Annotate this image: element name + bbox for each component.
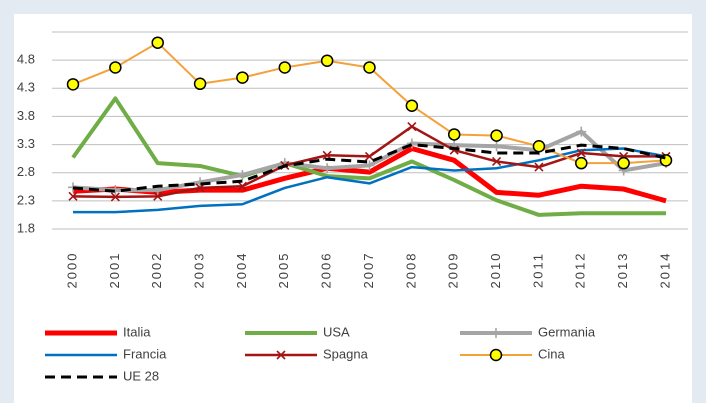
series-line	[73, 147, 667, 214]
legend-label: Germania	[538, 324, 596, 339]
x-tick-label: 2003	[192, 252, 207, 289]
y-tick-label: 1.8	[17, 220, 35, 235]
legend-label: Cina	[538, 346, 566, 361]
legend-label: USA	[323, 324, 350, 339]
x-tick-label: 2013	[615, 252, 630, 289]
point-marker	[534, 162, 544, 172]
x-tick-label: 2014	[657, 252, 672, 289]
point-marker	[406, 138, 417, 149]
point-marker	[236, 71, 249, 84]
x-tick-label: 2012	[573, 252, 588, 289]
point-marker	[363, 61, 376, 74]
point-marker	[617, 156, 630, 170]
point-marker	[278, 61, 292, 74]
y-tick-label: 2.8	[17, 164, 35, 179]
legend-marker	[491, 328, 501, 338]
point-marker	[237, 181, 247, 191]
point-marker	[491, 141, 502, 152]
series-line	[72, 143, 667, 193]
x-tick-label: 2004	[234, 252, 249, 289]
point-marker	[320, 54, 334, 67]
x-tick-label: 2006	[319, 252, 334, 289]
legend-label: Spagna	[323, 346, 369, 361]
point-marker	[575, 156, 588, 170]
point-marker	[532, 140, 546, 153]
x-tick-label: 2011	[530, 252, 545, 288]
point-marker	[237, 169, 248, 180]
point-marker	[66, 78, 80, 91]
legend-marker	[276, 350, 286, 360]
point-marker	[153, 191, 163, 201]
point-marker	[151, 36, 164, 49]
y-tick-label: 4.8	[17, 52, 35, 67]
y-tick-label: 3.8	[17, 108, 35, 123]
point-marker	[490, 129, 503, 142]
y-tick-label: 4.3	[17, 80, 35, 95]
point-marker	[110, 192, 120, 202]
legend-marker	[489, 348, 503, 362]
point-marker	[576, 126, 587, 137]
x-tick-label: 2008	[403, 252, 418, 289]
point-marker	[576, 148, 586, 158]
point-marker	[407, 121, 417, 132]
point-marker	[68, 191, 78, 201]
x-tick-label: 2000	[64, 252, 79, 289]
series-line	[71, 96, 666, 217]
x-tick-label: 2010	[488, 252, 503, 289]
x-tick-label: 2002	[149, 252, 164, 289]
legend-label: Italia	[123, 324, 151, 339]
series-line	[72, 146, 667, 204]
point-marker	[447, 128, 461, 141]
point-marker	[193, 77, 207, 91]
legend-label: UE 28	[123, 368, 159, 383]
x-tick-label: 2005	[276, 252, 291, 289]
point-marker	[364, 160, 375, 171]
x-tick-label: 2001	[107, 252, 122, 289]
point-marker	[109, 61, 122, 74]
x-tick-label: 2007	[361, 252, 376, 289]
x-tick-label: 2009	[446, 252, 461, 289]
y-tick-label: 2.3	[17, 192, 35, 207]
point-marker	[322, 163, 333, 174]
chart-panel	[14, 14, 692, 403]
legend-label: Francia	[123, 346, 167, 361]
y-tick-label: 3.3	[17, 136, 35, 151]
point-marker	[364, 151, 375, 161]
point-marker	[492, 156, 502, 167]
point-marker	[405, 99, 419, 112]
